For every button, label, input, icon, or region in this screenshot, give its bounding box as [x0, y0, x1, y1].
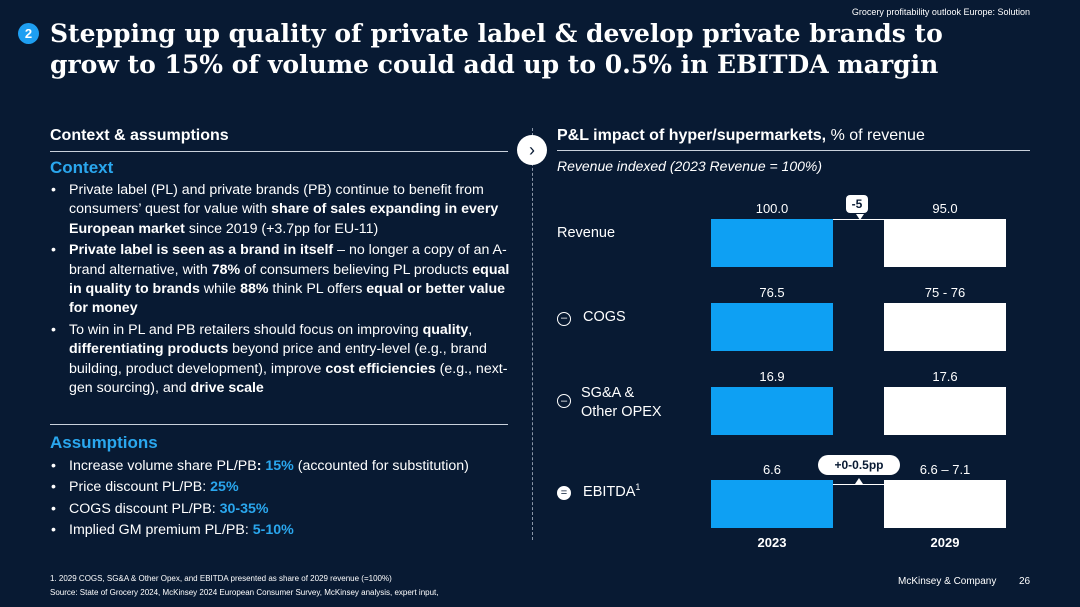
- context-divider: [50, 424, 508, 425]
- chart-heading-divider: [557, 150, 1030, 151]
- bar-value-label: 6.6: [762, 462, 782, 477]
- context-bullet: Private label is seen as a brand in itse…: [50, 241, 512, 319]
- assumption-bullet: Increase volume share PL/PB: 15% (accoun…: [50, 457, 520, 477]
- revenue-delta-arrow: [856, 214, 864, 220]
- row-label-sga: – SG&A & Other OPEX: [557, 384, 662, 422]
- row-label-revenue: Revenue: [557, 225, 616, 241]
- minus-icon: –: [557, 394, 571, 408]
- bar-ebitda-2029: [884, 480, 1006, 528]
- bar-value-label: 95.0: [932, 201, 958, 216]
- year-axis-label: 2023: [757, 535, 787, 550]
- chevron-right-icon: ›: [529, 139, 535, 160]
- bar-revenue-2023: [711, 219, 833, 267]
- assumption-bullet: COGS discount PL/PB: 30-35%: [50, 500, 520, 520]
- bar-value-label: 6.6 – 7.1: [919, 462, 971, 477]
- bar-sg-a-other-opex-2023: [711, 387, 833, 435]
- assumption-bullets: Increase volume share PL/PB: 15% (accoun…: [50, 457, 520, 543]
- row-label-ebitda: = EBITDA1: [557, 478, 640, 502]
- bar-value-label: 75 - 76: [924, 285, 966, 300]
- assumption-bullet: Price discount PL/PB: 25%: [50, 478, 520, 498]
- assumptions-heading: Assumptions: [50, 433, 158, 452]
- bar-value-label: 76.5: [759, 285, 785, 300]
- bar-value-label: 100.0: [755, 201, 789, 216]
- minus-icon: –: [557, 311, 571, 326]
- left-heading: Context & assumptions: [50, 127, 229, 144]
- column-divider: [532, 128, 533, 540]
- page-number: 26: [1019, 576, 1031, 587]
- connector-line: [833, 484, 884, 485]
- footnote: 1. 2029 COGS, SG&A & Other Opex, and EBI…: [50, 574, 392, 583]
- context-bullet: To win in PL and PB retailers should foc…: [50, 321, 512, 399]
- revenue-delta-badge: -5: [846, 195, 868, 213]
- source-note: Source: State of Grocery 2024, McKinsey …: [50, 588, 439, 597]
- next-arrow-button[interactable]: ›: [517, 135, 547, 165]
- row-label-cogs: – COGS: [557, 308, 626, 327]
- chart-heading: P&L impact of hyper/supermarkets, % of r…: [557, 127, 925, 144]
- bar-sg-a-other-opex-2029: [884, 387, 1006, 435]
- bar-value-label: 16.9: [759, 369, 785, 384]
- chart-subtitle: Revenue indexed (2023 Revenue = 100%): [557, 158, 823, 174]
- page-title: Stepping up quality of private label & d…: [50, 19, 943, 79]
- assumption-bullet: Implied GM premium PL/PB: 5-10%: [50, 521, 520, 541]
- context-bullet: Private label (PL) and private brands (P…: [50, 181, 512, 239]
- year-axis-label: 2029: [930, 535, 960, 550]
- bar-cogs-2029: [884, 303, 1006, 351]
- ebitda-delta-pill: +0-0.5pp: [818, 455, 900, 475]
- ebitda-delta-arrow: [855, 478, 863, 484]
- section-number-badge: 2: [18, 23, 39, 44]
- bar-value-label: 17.6: [932, 369, 958, 384]
- brand-name: McKinsey & Company: [898, 576, 997, 587]
- context-bullets: Private label (PL) and private brands (P…: [50, 181, 512, 398]
- report-tag: Grocery profitability outlook Europe: So…: [851, 7, 1030, 17]
- equals-icon: =: [557, 486, 571, 501]
- bar-cogs-2023: [711, 303, 833, 351]
- context-heading: Context: [50, 158, 114, 177]
- bar-ebitda-2023: [711, 480, 833, 528]
- left-heading-divider: [50, 151, 508, 152]
- bar-revenue-2029: [884, 219, 1006, 267]
